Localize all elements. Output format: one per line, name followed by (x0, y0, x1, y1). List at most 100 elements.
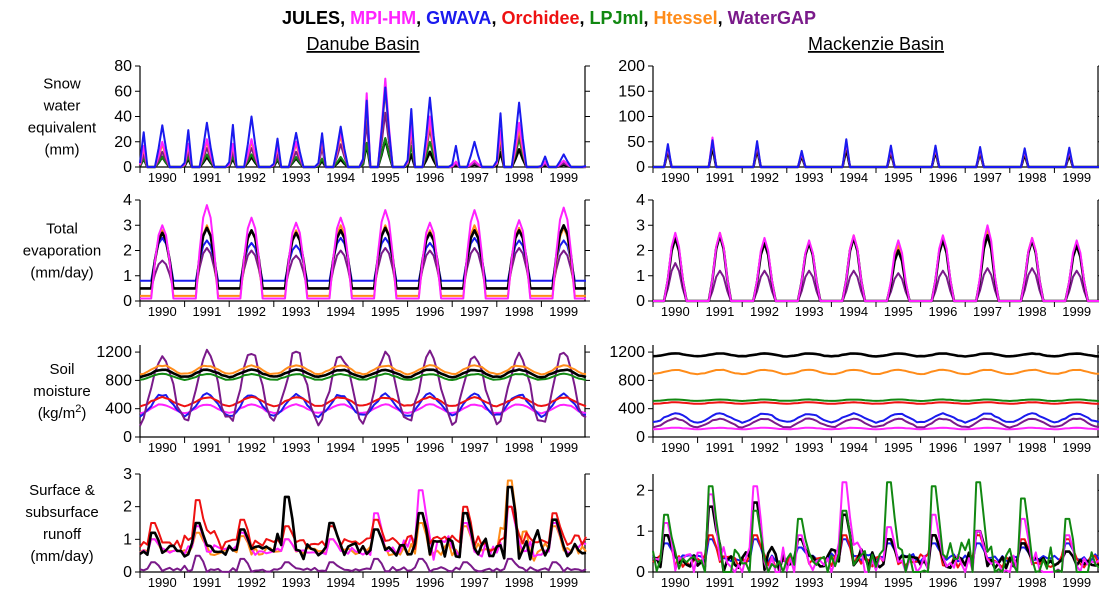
x-tick-label: 1996 (928, 575, 957, 590)
x-tick-label: 1993 (795, 440, 824, 455)
x-tick-label: 1991 (192, 575, 221, 590)
x-tick-label: 1990 (661, 575, 690, 590)
series-line-watergap (653, 262, 1099, 302)
row-label-line: water (43, 98, 81, 115)
row-label-line: (mm/day) (30, 548, 93, 565)
x-tick-label: 1994 (326, 575, 355, 590)
x-tick-label: 1992 (750, 440, 779, 455)
x-tick-label: 1998 (1018, 170, 1047, 185)
series-line-lpjml (139, 372, 587, 381)
y-tick-label: 800 (618, 372, 645, 389)
x-tick-label: 1999 (1062, 440, 1091, 455)
y-tick-label: 400 (618, 401, 645, 418)
title-separator: , (644, 8, 654, 28)
y-tick-label: 40 (114, 109, 132, 126)
title-model-watergap: WaterGAP (728, 8, 816, 28)
x-tick-label: 1990 (661, 170, 690, 185)
x-tick-label: 1994 (839, 304, 868, 319)
y-tick-label: 4 (636, 192, 645, 209)
series-line-htessel (140, 224, 586, 297)
y-tick-label: 1 (636, 268, 645, 285)
panel-mackenzie-0: 0 50 100 150 200 1990 1991 1992 1993 1994 1995 1996… (618, 58, 1099, 185)
series-line-htessel (653, 141, 1099, 168)
row-label-line: evaporation (23, 243, 101, 260)
y-tick-label: 800 (105, 372, 132, 389)
y-tick-label: 20 (114, 134, 132, 151)
x-tick-label: 1994 (839, 170, 868, 185)
series-line-jules (139, 368, 587, 379)
x-tick-label: 1993 (795, 304, 824, 319)
x-tick-label: 1997 (460, 575, 489, 590)
x-tick-label: 1994 (326, 170, 355, 185)
x-tick-label: 1991 (192, 304, 221, 319)
x-tick-label: 1991 (705, 170, 734, 185)
x-tick-label: 1993 (282, 440, 311, 455)
title-separator: , (340, 8, 350, 28)
series-line-orchidee (139, 499, 587, 553)
x-tick-label: 1996 (415, 170, 444, 185)
x-tick-label: 1990 (661, 304, 690, 319)
y-tick-label: 3 (636, 217, 645, 234)
series-line-jules (652, 352, 1099, 358)
y-tick-label: 0 (636, 564, 645, 581)
x-tick-label: 1993 (795, 170, 824, 185)
x-tick-label: 1995 (884, 575, 913, 590)
x-tick-label: 1995 (371, 440, 400, 455)
title-model-mpi-hm: MPI-HM (350, 8, 416, 28)
x-tick-label: 1991 (705, 304, 734, 319)
y-tick-label: 1200 (609, 344, 645, 361)
series-line-gwava (652, 412, 1099, 424)
basin-title-danube: Danube Basin (306, 34, 419, 54)
x-tick-label: 1995 (371, 304, 400, 319)
x-tick-label: 1994 (326, 304, 355, 319)
x-tick-label: 1990 (148, 440, 177, 455)
x-tick-label: 1991 (705, 440, 734, 455)
series-line-gwava (139, 86, 587, 168)
x-tick-label: 1998 (1018, 575, 1047, 590)
panel-mackenzie-3: 0 1 2 1990 1991 1992 1993 1994 1995 1996 1997 1998 1… (636, 474, 1099, 590)
x-tick-label: 1997 (460, 304, 489, 319)
row-label-line: subsurface (25, 504, 98, 521)
title-model-orchidee: Orchidee (501, 8, 579, 28)
series-line-mpi-hm (652, 426, 1099, 431)
panel-mackenzie-1: 0 1 2 3 4 1990 1991 1992 1993 1994 1995 1996 1997 199… (636, 192, 1099, 319)
row-label-line: (mm) (45, 142, 80, 159)
series-line-mpi-hm (653, 136, 1099, 168)
x-tick-label: 1999 (549, 304, 578, 319)
row-label-line: (mm/day) (30, 265, 93, 282)
y-tick-label: 400 (105, 401, 132, 418)
series-line-mpi-hm (139, 403, 587, 415)
y-tick-label: 0 (123, 159, 132, 176)
y-tick-label: 2 (123, 243, 132, 260)
y-tick-label: 0 (636, 159, 645, 176)
x-tick-label: 1998 (1018, 304, 1047, 319)
y-tick-label: 60 (114, 83, 132, 100)
x-tick-label: 1992 (237, 440, 266, 455)
row-label-line: Snow (43, 76, 81, 93)
y-tick-label: 3 (123, 466, 132, 483)
y-tick-label: 0 (123, 293, 132, 310)
title-separator: , (416, 8, 426, 28)
x-tick-label: 1995 (371, 170, 400, 185)
x-tick-label: 1993 (282, 575, 311, 590)
x-tick-label: 1992 (750, 170, 779, 185)
row-label-line: (kg/m2) (38, 403, 87, 422)
series-line-orchidee (139, 395, 587, 408)
series-line-watergap (140, 247, 586, 290)
x-tick-label: 1995 (371, 575, 400, 590)
x-tick-label: 1995 (884, 440, 913, 455)
x-tick-label: 1993 (795, 575, 824, 590)
y-tick-label: 0 (123, 429, 132, 446)
x-tick-label: 1998 (505, 304, 534, 319)
y-tick-label: 4 (123, 192, 132, 209)
x-tick-label: 1999 (1062, 170, 1091, 185)
x-tick-label: 1991 (192, 440, 221, 455)
panel-mackenzie-2: 0 400 800 1200 1990 1991 1992 1993 1994 1995 1996 1… (609, 344, 1099, 455)
x-tick-label: 1996 (928, 440, 957, 455)
basin-title-mackenzie: Mackenzie Basin (808, 34, 944, 54)
y-tick-label: 1 (123, 531, 132, 548)
title-model-lpjml: LPJml (590, 8, 644, 28)
x-tick-label: 1998 (505, 170, 534, 185)
x-tick-label: 1999 (1062, 575, 1091, 590)
row-label-line: moisture (33, 383, 91, 400)
